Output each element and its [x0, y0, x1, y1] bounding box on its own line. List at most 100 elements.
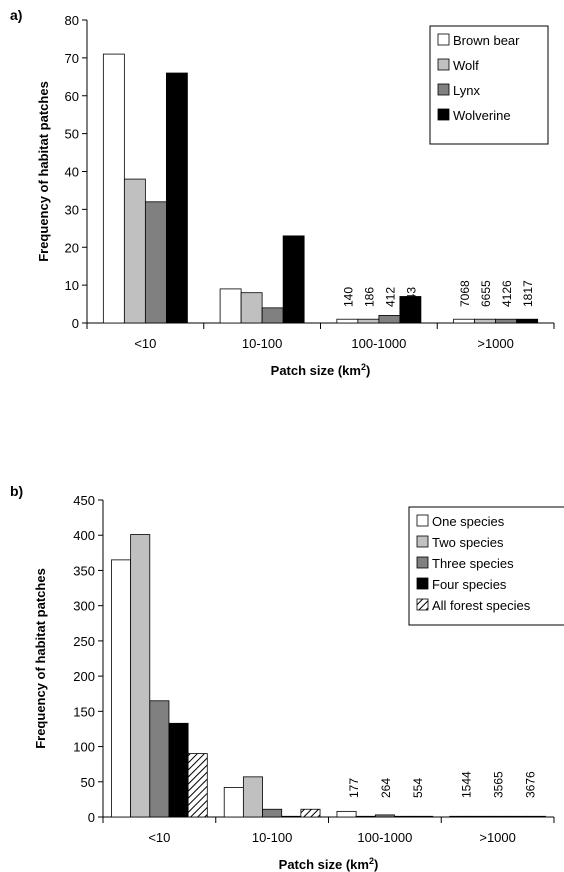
legend-swatch-wolverine: [437, 108, 450, 121]
bar-four-species-100-1000: [394, 815, 415, 818]
area-annotation-100-1000-1: 186: [362, 287, 376, 307]
legend-swatch-wolf: [437, 58, 450, 71]
legend-box: [408, 506, 564, 626]
bar-two-species-100-1000: [355, 815, 376, 818]
area-annotation-1000-2: 4126: [500, 280, 514, 307]
area-annotation-1000-0: 7068: [458, 280, 472, 307]
y-axis-title: Frequency of habitat patches: [36, 81, 51, 262]
area-annotation-1000-1: 6655: [479, 280, 493, 307]
bar-brown-bear-1000: [453, 318, 476, 324]
legend-label-wolf: Wolf: [453, 58, 479, 73]
y-axis-title: Frequency of habitat patches: [33, 568, 48, 749]
y-tick-label: 0: [88, 810, 95, 825]
x-axis-title: Patch size (km2): [279, 856, 379, 872]
y-tick-label: 350: [73, 563, 95, 578]
bar-wolverine-1000: [516, 318, 539, 324]
bar-wolf-1000: [474, 318, 497, 324]
bar-two-species-1000: [468, 815, 489, 818]
x-tick-label-10-100: 10-100: [242, 336, 282, 351]
area-annotation-100-1000-0: 177: [347, 778, 361, 798]
area-annotation-100-1000-2: 412: [383, 287, 397, 307]
y-tick-label: 70: [65, 51, 79, 66]
legend-label-two-species: Two species: [432, 535, 504, 550]
y-tick-label: 50: [65, 127, 79, 142]
bar-all-forest-species-10: [187, 753, 208, 818]
area-annotation-100-1000-2: 554: [411, 778, 425, 798]
bar-brown-bear-10-100: [219, 288, 242, 324]
legend-label-wolverine: Wolverine: [453, 108, 511, 123]
x-tick-label-10: <10: [148, 830, 170, 845]
bar-all-forest-species-100-1000: [413, 815, 434, 818]
bar-one-species-10-100: [223, 787, 244, 818]
bar-one-species-1000: [449, 815, 470, 818]
legend-swatch-brown-bear: [437, 33, 450, 46]
x-tick-label-100-1000: 100-1000: [357, 830, 412, 845]
legend-label-brown-bear: Brown bear: [453, 33, 520, 48]
legend: Brown bear Wolf Lynx Wolverine: [429, 25, 549, 145]
bar-wolf-100-1000: [357, 318, 380, 324]
bar-wolverine-10: [165, 72, 188, 324]
plot-area-a: 0 10 20 30 40 50 60 70 80 <10 10-100 100-1000 >1000 1…: [36, 13, 555, 378]
area-annotation-100-1000-1: 264: [379, 778, 393, 798]
y-tick-label: 450: [73, 493, 95, 508]
legend-swatch-lynx: [437, 83, 450, 96]
area-annotation-1000-3: 1817: [521, 280, 535, 307]
bar-all-forest-species-1000: [525, 815, 546, 818]
x-tick-label-100-1000: 100-1000: [351, 336, 406, 351]
x-tick-label-1000: >1000: [477, 336, 514, 351]
y-tick-label: 0: [72, 316, 79, 331]
legend-label-three-species: Three species: [432, 556, 514, 571]
legend-swatch-all-forest-species: [416, 598, 429, 611]
x-tick-label-1000: >1000: [479, 830, 516, 845]
y-tick-label: 10: [65, 278, 79, 293]
bar-three-species-1000: [487, 815, 508, 818]
bar-brown-bear-100-1000: [336, 318, 359, 324]
bar-lynx-100-1000: [378, 315, 401, 324]
legend: One species Two species Three species Four …: [408, 506, 564, 626]
panel-label-b: b): [10, 483, 23, 499]
y-tick-label: 400: [73, 528, 95, 543]
area-annotation-1000-0: 1544: [460, 771, 474, 798]
y-tick-label: 30: [65, 202, 79, 217]
legend-box: [429, 25, 549, 145]
bar-three-species-10: [149, 700, 170, 818]
bar-one-species-100-1000: [336, 810, 357, 818]
y-tick-label: 250: [73, 634, 95, 649]
legend-label-all-forest-species: All forest species: [432, 598, 531, 613]
bar-wolf-10-100: [240, 292, 263, 324]
legend-swatch-one-species: [416, 514, 429, 527]
panel-label-a: a): [10, 7, 22, 23]
legend-label-one-species: One species: [432, 514, 505, 529]
legend-swatch-three-species: [416, 556, 429, 569]
legend-label-four-species: Four species: [432, 577, 507, 592]
y-tick-label: 200: [73, 669, 95, 684]
bar-four-species-10-100: [281, 815, 302, 818]
x-axis-title: Patch size (km2): [271, 362, 371, 378]
chart-b: b) 0 50 100 150 200 250 300 350 400 450 <10 10-100 1…: [10, 483, 564, 872]
plot-area-b: 0 50 100 150 200 250 300 350 400 450 <10 10-100 100-…: [33, 493, 564, 872]
bar-all-forest-species-10-100: [300, 808, 321, 818]
legend-label-lynx: Lynx: [453, 83, 480, 98]
y-tick-label: 150: [73, 704, 95, 719]
bar-three-species-10-100: [262, 808, 283, 818]
bar-wolf-10: [123, 178, 146, 324]
y-tick-label: 100: [73, 740, 95, 755]
x-tick-label-10: <10: [134, 336, 156, 351]
y-tick-label: 300: [73, 599, 95, 614]
y-tick-label: 60: [65, 89, 79, 104]
bar-one-species-10: [111, 559, 132, 818]
bar-wolverine-10-100: [282, 235, 305, 324]
bar-wolverine-100-1000: [399, 296, 422, 324]
y-tick-label: 80: [65, 13, 79, 28]
chart-a: a) 0 10 20 30 40 50 60 70 80 <10 10-100 100-1000 >10…: [10, 7, 555, 378]
bar-three-species-100-1000: [374, 814, 395, 818]
bar-four-species-10: [168, 722, 189, 818]
legend-swatch-two-species: [416, 535, 429, 548]
legend-swatch-four-species: [416, 577, 429, 590]
x-tick-label-10-100: 10-100: [252, 830, 292, 845]
bar-two-species-10: [130, 534, 151, 818]
bar-four-species-1000: [506, 815, 527, 818]
bar-two-species-10-100: [242, 776, 263, 818]
y-tick-label: 50: [81, 775, 95, 790]
bar-lynx-10: [144, 201, 167, 324]
